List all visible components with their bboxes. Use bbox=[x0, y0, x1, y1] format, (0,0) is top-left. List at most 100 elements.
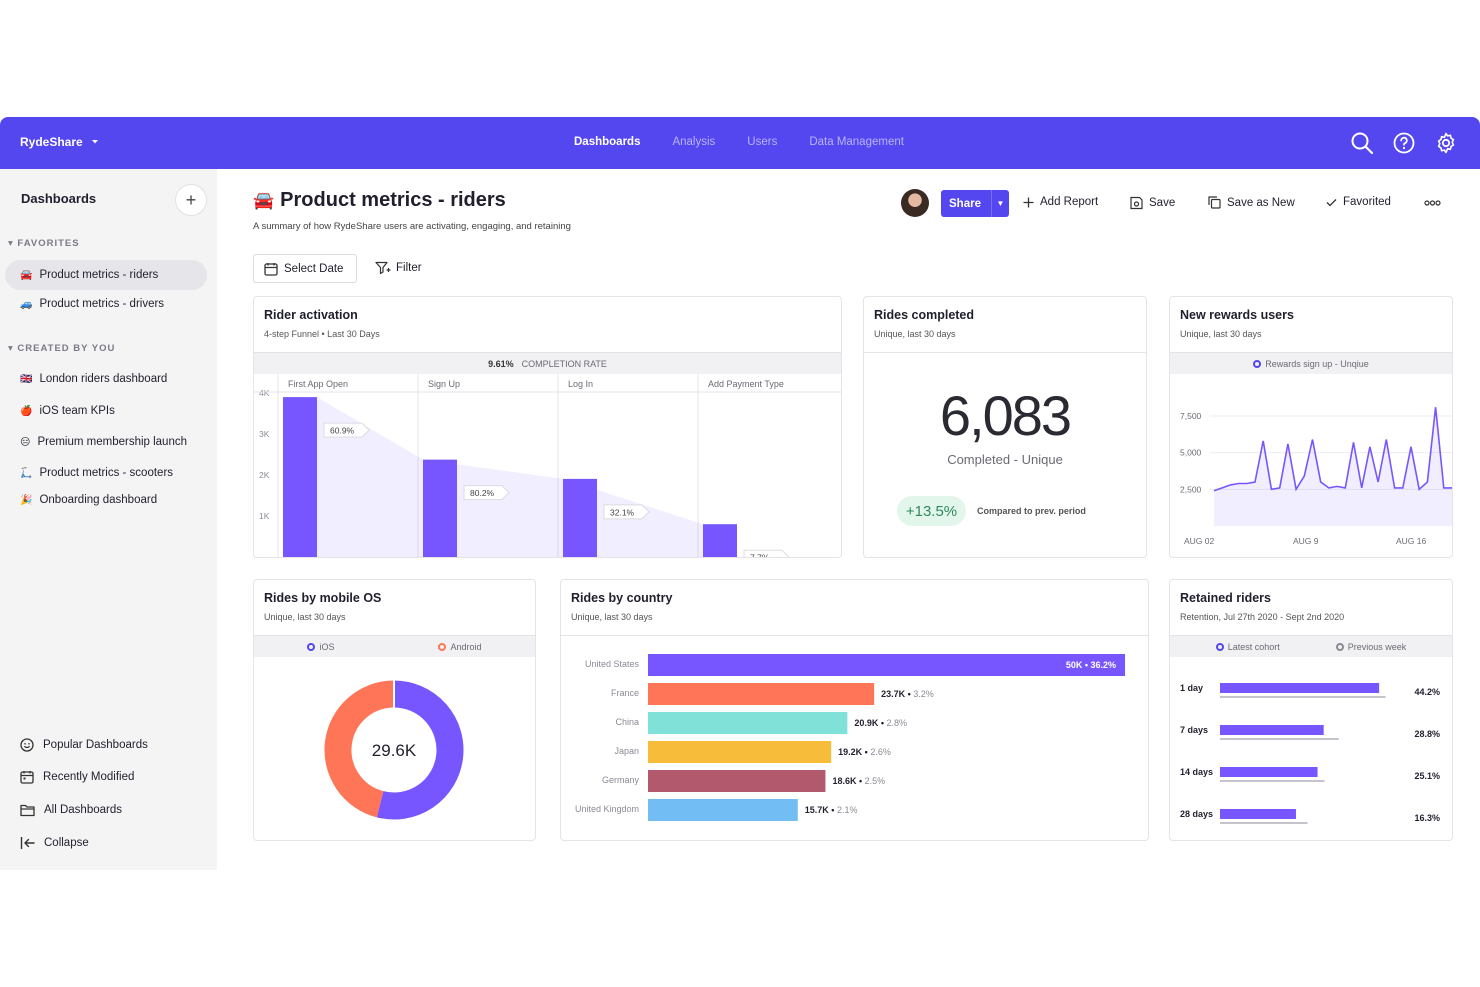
bar-value-label: 23.7K • 3.2% bbox=[881, 689, 934, 699]
x-tick-label: AUG 9 bbox=[1293, 536, 1319, 546]
select-date-button[interactable]: Select Date bbox=[253, 254, 357, 283]
folder-icon bbox=[20, 804, 35, 817]
card-subtitle: 4-step Funnel • Last 30 Days bbox=[264, 329, 380, 339]
country-card[interactable]: Rides by country Unique, last 30 days Un… bbox=[560, 579, 1149, 841]
collapse-sidebar-button[interactable]: Collapse bbox=[20, 836, 89, 850]
legend-label: Rewards sign up - Unqiue bbox=[1265, 358, 1369, 369]
legend-dot-icon bbox=[438, 642, 447, 651]
card-title: New rewards users bbox=[1180, 308, 1294, 322]
save-button[interactable]: Save bbox=[1130, 196, 1175, 210]
favorited-button[interactable]: Favorited bbox=[1326, 196, 1391, 208]
checkmark-icon bbox=[1326, 198, 1337, 206]
nav-analysis[interactable]: Analysis bbox=[672, 136, 716, 148]
retention-bar-latest bbox=[1220, 725, 1324, 735]
country-bar bbox=[648, 741, 832, 763]
legend-dot-icon bbox=[1215, 642, 1224, 651]
funnel-step-label: Sign Up bbox=[428, 379, 460, 389]
country-label: Germany bbox=[602, 775, 640, 785]
completion-rate-value: 9.61% bbox=[488, 358, 514, 369]
more-options-button[interactable] bbox=[1424, 200, 1441, 206]
sidebar-item-scooters[interactable]: 🛴 Product metrics - scooters bbox=[20, 467, 173, 479]
search-icon[interactable] bbox=[1350, 131, 1374, 155]
os-donut-chart: 29.6K bbox=[324, 680, 464, 820]
face-icon: 😑 bbox=[20, 436, 31, 448]
new-rewards-card[interactable]: New rewards users Unique, last 30 days R… bbox=[1169, 296, 1453, 558]
copy-icon bbox=[1208, 196, 1221, 209]
sidebar-item-premium[interactable]: 😑 Premium membership launch bbox=[20, 436, 187, 448]
sidebar-item-london[interactable]: 🇬🇧 London riders dashboard bbox=[20, 373, 167, 385]
funnel-bar bbox=[563, 478, 597, 557]
car-icon: 🚘 bbox=[20, 269, 33, 281]
created-section-toggle[interactable]: ▾ CREATED BY YOU bbox=[8, 343, 116, 354]
filter-button[interactable]: Filter bbox=[375, 261, 422, 275]
main-nav: Dashboards Analysis Users Data Managemen… bbox=[574, 136, 904, 148]
y-tick-label: 1K bbox=[259, 511, 270, 521]
favorites-section-toggle[interactable]: ▾ FAVORITES bbox=[8, 238, 80, 249]
sidebar-item-riders[interactable]: 🚘 Product metrics - riders bbox=[5, 260, 207, 290]
retained-riders-card[interactable]: Retained riders Retention, Jul 27th 2020… bbox=[1169, 579, 1453, 841]
recently-modified-link[interactable]: Recently Modified bbox=[20, 770, 134, 784]
retention-pct-label: 25.1% bbox=[1414, 771, 1440, 781]
sidebar-item-label: Product metrics - drivers bbox=[39, 298, 165, 310]
donut-center-value: 29.6K bbox=[372, 741, 417, 760]
all-dashboards-link[interactable]: All Dashboards bbox=[20, 803, 122, 817]
sidebar-item-label: iOS team KPIs bbox=[39, 405, 115, 417]
page-title: 🚘 Product metrics - riders bbox=[253, 189, 506, 211]
y-tick-label: 3K bbox=[259, 429, 270, 439]
mobile-os-card[interactable]: Rides by mobile OS Unique, last 30 days … bbox=[253, 579, 536, 841]
conversion-tag bbox=[463, 485, 510, 501]
bar-pct-label: 3.2% bbox=[913, 689, 934, 699]
add-report-button[interactable]: Add Report bbox=[1023, 196, 1098, 208]
gear-icon[interactable] bbox=[1434, 131, 1458, 155]
share-dropdown-chevron-icon[interactable]: ▼ bbox=[991, 190, 1009, 217]
x-tick-label: AUG 16 bbox=[1396, 536, 1427, 546]
more-icon bbox=[1424, 200, 1441, 206]
retention-pct-label: 16.3% bbox=[1414, 813, 1440, 823]
y-tick-label: 7,500 bbox=[1180, 411, 1202, 421]
conversion-rate-label: 7.7% bbox=[750, 553, 770, 557]
nav-dashboards[interactable]: Dashboards bbox=[574, 136, 641, 148]
rider-activation-card[interactable]: Rider activation 4-step Funnel • Last 30… bbox=[253, 296, 842, 558]
completion-rate-band: 9.61% COMPLETION RATE bbox=[254, 352, 841, 374]
country-bar bbox=[648, 799, 798, 821]
sidebar-item-onboarding[interactable]: 🎉 Onboarding dashboard bbox=[20, 494, 157, 506]
help-icon[interactable] bbox=[1392, 131, 1416, 155]
apple-icon: 🍎 bbox=[20, 405, 33, 417]
country-bar bbox=[648, 683, 875, 705]
car-icon: 🚙 bbox=[20, 298, 33, 310]
rides-completed-value: 6,083 bbox=[939, 384, 1072, 447]
funnel-step-label: First App Open bbox=[288, 379, 348, 389]
card-title: Rides by mobile OS bbox=[264, 591, 382, 605]
nav-users[interactable]: Users bbox=[747, 136, 778, 148]
add-dashboard-button[interactable]: + bbox=[175, 184, 207, 216]
avatar[interactable] bbox=[901, 189, 929, 217]
car-icon: 🚘 bbox=[253, 190, 275, 210]
y-tick-label: 2K bbox=[259, 470, 270, 480]
chevron-down-icon bbox=[91, 140, 98, 144]
conversion-tag bbox=[603, 504, 650, 520]
rides-completed-card[interactable]: Rides completed Unique, last 30 days 6,0… bbox=[863, 296, 1147, 558]
workspace-switcher[interactable]: RydeShare bbox=[20, 135, 99, 149]
sidebar-title: Dashboards bbox=[21, 191, 97, 206]
country-bar-chart: United States 50K • 36.2% France 23.7K • 3.… bbox=[575, 654, 1125, 821]
sidebar-item-label: Onboarding dashboard bbox=[39, 494, 158, 506]
sidebar-item-ios-kpis[interactable]: 🍎 iOS team KPIs bbox=[20, 405, 115, 417]
main-content: 🚘 Product metrics - riders A summary of … bbox=[217, 169, 1480, 870]
card-subtitle: Unique, last 30 days bbox=[874, 329, 956, 339]
card-title: Rides completed bbox=[874, 308, 975, 322]
popular-dashboards-link[interactable]: Popular Dashboards bbox=[20, 738, 148, 752]
nav-data-management[interactable]: Data Management bbox=[809, 136, 904, 148]
bar-value-label: 15.7K • 2.1% bbox=[805, 805, 858, 815]
legend-label-android: Android bbox=[450, 641, 482, 652]
bar-value-label: 20.9K • 2.8% bbox=[854, 718, 907, 728]
retention-row-label: 1 day bbox=[1180, 683, 1203, 693]
country-bar bbox=[648, 770, 826, 792]
retention-bar-latest bbox=[1220, 683, 1380, 693]
sidebar-item-drivers[interactable]: 🚙 Product metrics - drivers bbox=[20, 298, 164, 310]
share-button[interactable]: Share ▼ bbox=[941, 190, 1009, 217]
calendar-icon bbox=[264, 262, 278, 276]
country-label: United Kingdom bbox=[575, 804, 639, 814]
conversion-rate-label: 60.9% bbox=[330, 426, 355, 436]
save-as-new-button[interactable]: Save as New bbox=[1208, 196, 1295, 209]
smiley-icon bbox=[20, 738, 34, 752]
